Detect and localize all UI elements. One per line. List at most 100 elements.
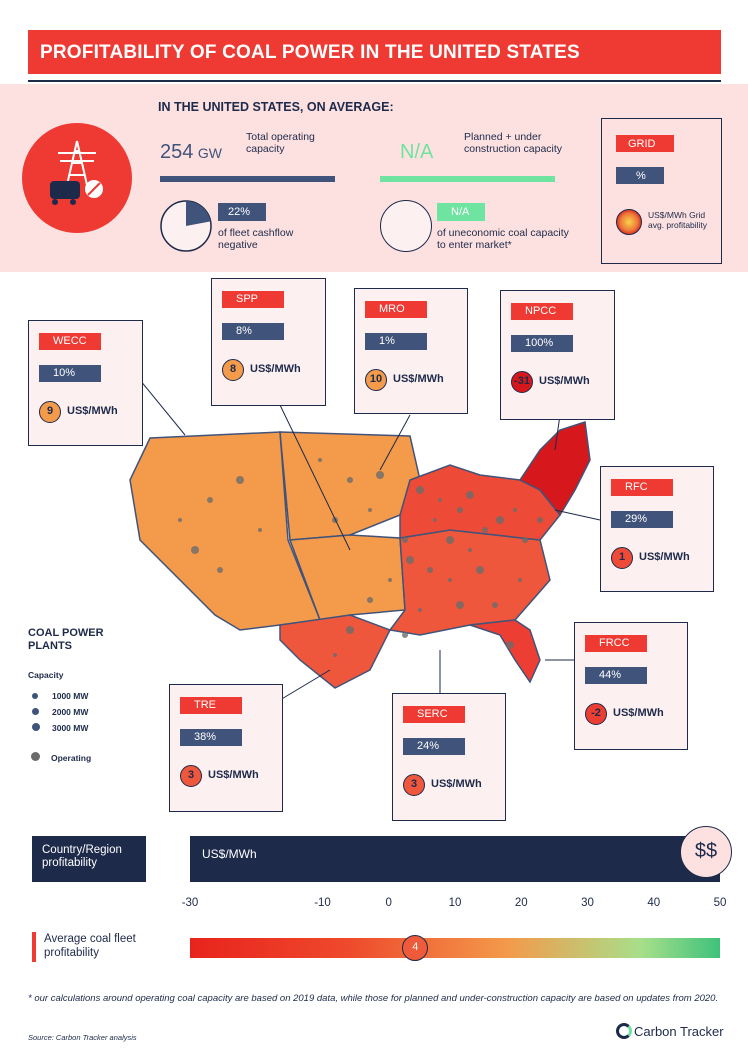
region-pct: 29% <box>611 511 673 528</box>
scale-bar: US$/MWh <box>190 836 720 882</box>
operating-bar <box>160 176 335 182</box>
region-unit: US$/MWh <box>613 707 664 719</box>
coal-plant-dot <box>496 516 504 524</box>
region-pct: 24% <box>403 738 465 755</box>
coal-plant-dot <box>318 458 322 462</box>
us-map <box>129 421 591 689</box>
region-value: 9 <box>39 401 61 423</box>
region-unit: US$/MWh <box>431 778 482 790</box>
uneconomic-value: N/A <box>437 203 485 221</box>
legend-box: GRID % US$/MWh Grid avg. profitability <box>601 118 722 264</box>
scale-tick: 30 <box>581 897 594 909</box>
coal-plant-dot <box>258 528 262 532</box>
avg-label: Average coal fleet profitability <box>44 933 136 959</box>
plants-size-3000: 3000 MW <box>32 718 88 736</box>
region-box-serc: SERC 24% 3 US$/MWh <box>392 693 506 821</box>
coal-plant-dots <box>178 458 543 657</box>
plant-size-dot-icon <box>32 708 39 715</box>
source-note: Source: Carbon Tracker analysis <box>28 1033 137 1042</box>
plant-size-dot-icon <box>32 723 40 731</box>
plants-legend-title: COAL POWER PLANTS <box>28 627 104 652</box>
coal-plant-dot <box>367 597 373 603</box>
map-region-npcc <box>518 421 591 517</box>
cashflow-pct: 22% <box>218 203 266 221</box>
coal-plant-dot <box>346 626 354 634</box>
region-unit: US$/MWh <box>250 363 301 375</box>
coal-plant-dot <box>347 477 353 483</box>
scale-tick: 20 <box>514 897 528 909</box>
scale-tick: 0 <box>385 897 392 909</box>
coal-plant-dot <box>446 536 454 544</box>
region-unit: US$/MWh <box>208 769 259 781</box>
region-pct: 44% <box>585 667 647 684</box>
leader-lines <box>139 379 601 701</box>
plants-capacity-label: Capacity <box>28 670 64 680</box>
region-box-npcc: NPCC 100% -31 US$/MWh <box>500 290 615 420</box>
region-pct: 100% <box>511 335 573 352</box>
coal-plant-dot <box>333 653 337 657</box>
region-pct: 1% <box>365 333 427 350</box>
plants-size-1000: 1000 MW <box>32 686 88 704</box>
carbon-tracker-logo: Carbon Tracker <box>616 1023 724 1039</box>
plants-status: Operating <box>31 748 91 766</box>
cashflow-label: of fleet cashflow negative <box>218 227 294 251</box>
region-box-rfc: RFC 29% 1 US$/MWh <box>600 466 714 592</box>
profitability-gradient-bar <box>190 938 720 958</box>
coal-plant-dot <box>406 556 414 564</box>
region-box-frcc: FRCC 44% -2 US$/MWh <box>574 622 688 750</box>
region-box-mro: MRO 1% 10 US$/MWh <box>354 288 468 414</box>
coal-plant-dot <box>427 567 433 573</box>
operating-label: Total operating capacity <box>246 131 315 155</box>
region-value: 8 <box>222 359 244 381</box>
region-value: 1 <box>611 547 633 569</box>
map-region-frcc <box>469 619 541 684</box>
coal-plant-dot <box>191 546 199 554</box>
operating-unit: GW <box>197 145 222 161</box>
avg-value-marker: 4 <box>402 935 429 961</box>
uneconomic-pie <box>380 200 432 252</box>
coal-plant-dot <box>456 601 464 609</box>
region-pct: 38% <box>180 729 242 746</box>
region-box-wecc: WECC 10% 9 US$/MWh <box>28 320 143 446</box>
scale-tick: 10 <box>448 897 462 909</box>
legend-grid-tag: GRID <box>616 135 674 152</box>
coal-plant-dot <box>448 578 452 582</box>
coal-plant-dot <box>433 518 437 522</box>
scale-tick: -30 <box>181 897 199 909</box>
summary-heading: IN THE UNITED STATES, ON AVERAGE: <box>158 100 394 114</box>
region-name: SPP <box>222 291 284 308</box>
plants-size-2000: 2000 MW <box>32 702 88 720</box>
coal-plant-dot <box>466 491 474 499</box>
operating-dot-icon <box>31 752 40 761</box>
planned-label: Planned + under construction capacity <box>464 131 563 155</box>
scale-left-label: Country/Region profitability <box>32 836 146 882</box>
footnote: * our calculations around operating coal… <box>28 993 719 1004</box>
coal-plant-dot <box>522 537 528 543</box>
page-title: PROFITABILITY OF COAL POWER IN THE UNITE… <box>28 30 721 74</box>
scale-tick: 50 <box>713 897 727 909</box>
region-value: -2 <box>585 703 607 725</box>
cashflow-pie <box>160 200 212 257</box>
logo-icon <box>616 1023 632 1039</box>
legend-profit-label: US$/MWh Grid avg. profitability <box>648 210 708 230</box>
coal-plant-dot <box>468 548 472 552</box>
coal-plant-dot <box>388 578 392 582</box>
region-unit: US$/MWh <box>393 373 444 385</box>
region-name: NPCC <box>511 303 573 320</box>
map-region-tre <box>279 614 392 689</box>
plant-size-dot-icon <box>32 693 38 699</box>
avg-marker-bar <box>32 932 36 962</box>
coal-plant-dot <box>418 608 422 612</box>
coal-plant-dot <box>416 486 424 494</box>
power-plant-icon <box>22 123 132 233</box>
region-unit: US$/MWh <box>539 375 590 387</box>
region-name: WECC <box>39 333 101 350</box>
operating-value: 254 <box>160 141 194 163</box>
region-unit: US$/MWh <box>639 551 690 563</box>
region-name: TRE <box>180 697 242 714</box>
region-value: -31 <box>511 371 533 393</box>
region-pct: 10% <box>39 365 101 382</box>
coal-plant-dot <box>178 518 182 522</box>
coal-plant-dot <box>376 471 384 479</box>
coal-plant-dot <box>537 517 543 523</box>
